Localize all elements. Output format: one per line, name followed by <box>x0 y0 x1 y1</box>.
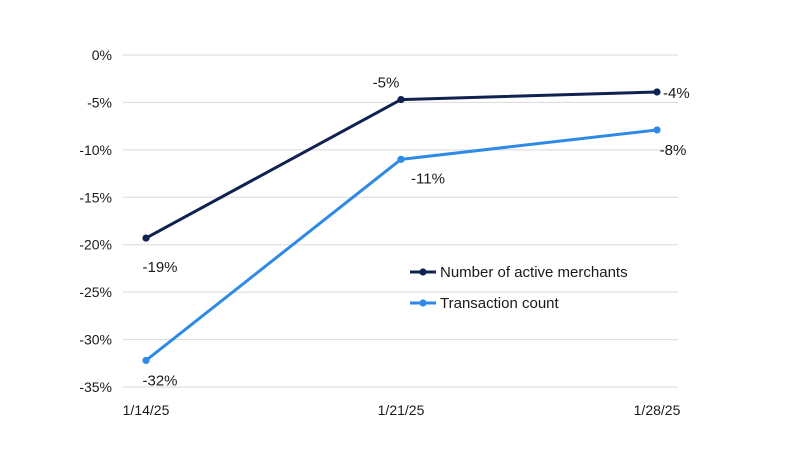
y-tick-label: -35% <box>79 379 112 395</box>
legend-label: Transaction count <box>440 295 560 312</box>
legend-marker <box>419 299 427 307</box>
y-tick-label: -10% <box>79 142 112 158</box>
data-point <box>653 126 661 134</box>
data-point <box>397 95 405 104</box>
y-tick-label: -25% <box>79 284 112 300</box>
data-point <box>142 234 150 242</box>
series <box>142 88 661 365</box>
legend-label: Number of active merchants <box>440 264 628 281</box>
data-label: -5% <box>373 75 400 92</box>
y-tick-label: -20% <box>79 237 112 253</box>
data-label: -19% <box>142 259 177 276</box>
x-tick-label: 1/14/25 <box>123 402 170 418</box>
data-point <box>397 155 405 163</box>
x-tick-label: 1/28/25 <box>634 402 681 418</box>
y-axis-ticks: 0% -5% -10% -15% -20% -25% -30% -35% <box>79 47 112 395</box>
y-tick-label: -30% <box>79 332 112 348</box>
data-labels: -19% -5% -4% -32% -11% -8% <box>142 75 689 390</box>
data-label: -32% <box>142 372 177 389</box>
x-axis-ticks: 1/14/25 1/21/25 1/28/25 <box>123 402 681 418</box>
data-point <box>142 356 150 365</box>
x-tick-label: 1/21/25 <box>378 402 425 418</box>
y-tick-label: -15% <box>79 189 112 205</box>
data-label: -4% <box>663 85 690 102</box>
data-label: -11% <box>411 170 445 187</box>
legend-marker <box>419 268 427 276</box>
data-point <box>653 88 661 96</box>
legend: Number of active merchants Transaction co… <box>410 264 628 312</box>
series-line-active-merchants <box>144 90 659 240</box>
y-tick-label: 0% <box>92 47 112 63</box>
data-label: -8% <box>660 142 687 159</box>
gridlines <box>123 54 678 388</box>
y-tick-label: -5% <box>87 94 112 110</box>
